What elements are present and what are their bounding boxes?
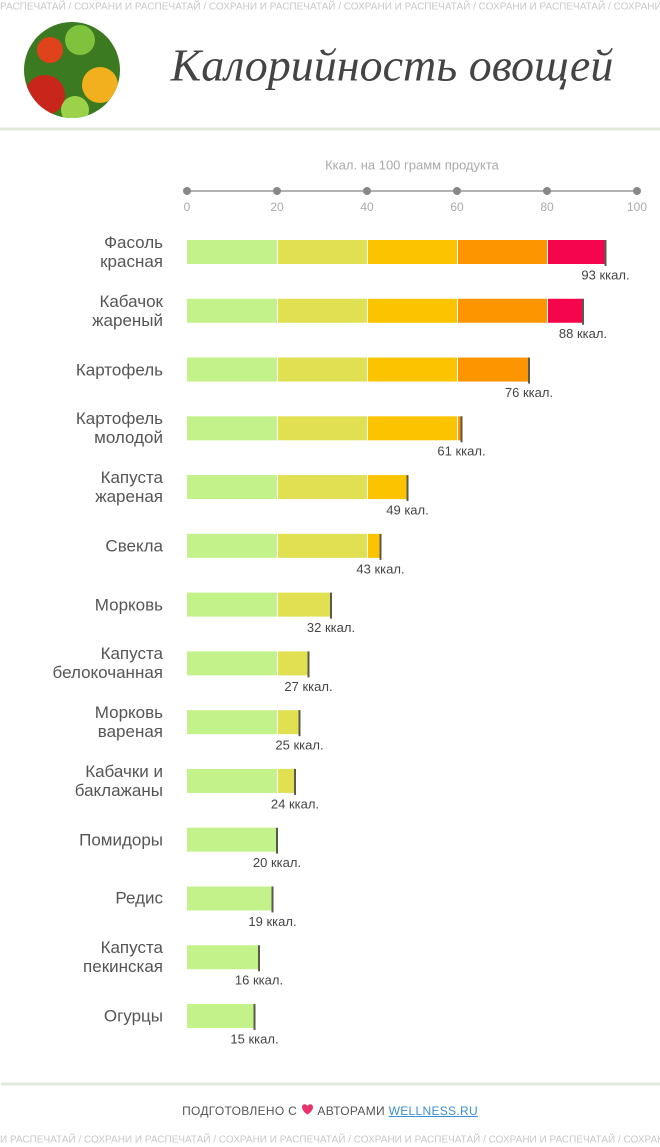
value-label: 43 ккал. bbox=[356, 561, 404, 576]
bar-segment bbox=[187, 240, 277, 264]
x-tick-label: 40 bbox=[360, 200, 374, 214]
bar-segment bbox=[278, 533, 367, 558]
category-label: Морковь bbox=[94, 595, 163, 615]
top-watermark: РАСПЕЧАТАЙ / СОХРАНИ И РАСПЕЧАТАЙ / СОХР… bbox=[0, 0, 660, 13]
bar-segment bbox=[187, 710, 277, 735]
tick-dot bbox=[543, 187, 551, 195]
bar-segment bbox=[548, 240, 606, 264]
bar-segment bbox=[278, 298, 367, 323]
bar-segment bbox=[187, 945, 259, 970]
bottom-watermark: И РАСПЕЧАТАЙ / СОХРАНИ И РАСПЕЧАТАЙ / СО… bbox=[0, 1133, 660, 1146]
bar-segment bbox=[368, 240, 457, 264]
value-label: 16 ккал. bbox=[235, 973, 283, 988]
category-label: Фасоль красная bbox=[100, 233, 163, 271]
value-label: 93 ккал. bbox=[581, 267, 629, 282]
footer: ПОДГОТОВЛЕНО С АВТОРАМИ WELLNESS.RU bbox=[0, 1104, 660, 1118]
value-label: 25 ккал. bbox=[275, 738, 323, 753]
bar-segment bbox=[368, 416, 457, 441]
bar-segment bbox=[458, 416, 462, 441]
value-label: 15 ккал. bbox=[230, 1031, 278, 1046]
bar-segment bbox=[278, 475, 367, 500]
category-label: Морковь вареная bbox=[94, 703, 163, 742]
bar-segment bbox=[368, 533, 381, 558]
tick-dot bbox=[453, 187, 461, 195]
value-label: 20 ккал. bbox=[253, 855, 301, 870]
value-label: 88 ккал. bbox=[559, 326, 607, 341]
bar-segment bbox=[278, 240, 367, 264]
category-label: Помидоры bbox=[79, 830, 163, 850]
x-tick-label: 20 bbox=[270, 200, 284, 214]
tick-dot bbox=[633, 187, 641, 195]
category-label: Редис bbox=[115, 888, 163, 908]
x-tick-label: 0 bbox=[184, 200, 191, 214]
bar-segment bbox=[548, 298, 583, 323]
value-label: 32 ккал. bbox=[307, 620, 355, 635]
value-label: 19 ккал. bbox=[248, 914, 296, 929]
value-label: 61 ккал. bbox=[437, 444, 485, 459]
bar-segment bbox=[278, 592, 331, 617]
bar-segment bbox=[187, 298, 277, 323]
category-label: Картофель молодой bbox=[75, 409, 163, 448]
vegetables-photo bbox=[24, 22, 120, 118]
category-label: Капуста белокочанная bbox=[52, 644, 163, 683]
title: Калорийность овощей bbox=[170, 40, 614, 91]
bar-segment bbox=[187, 533, 277, 558]
bar-segment bbox=[458, 298, 547, 323]
heart-icon bbox=[301, 1104, 313, 1115]
bar-segment bbox=[187, 416, 277, 441]
bar-segment bbox=[368, 357, 457, 382]
value-label: 24 ккал. bbox=[271, 796, 319, 811]
bar-segment bbox=[458, 357, 529, 382]
value-label: 49 кал. bbox=[386, 503, 428, 518]
bar-segment bbox=[187, 1004, 255, 1029]
bar-segment bbox=[187, 475, 277, 500]
category-label: Кабачок жареный bbox=[92, 291, 163, 330]
value-label: 76 ккал. bbox=[505, 385, 553, 400]
category-label: Кабачки и баклажаны bbox=[74, 761, 163, 800]
bar-segment bbox=[278, 357, 367, 382]
footer-suffix: АВТОРАМИ bbox=[317, 1104, 385, 1118]
category-label: Огурцы bbox=[103, 1006, 163, 1026]
bar-segment bbox=[278, 710, 300, 735]
axis-title: Ккал. на 100 грамм продукта bbox=[325, 157, 500, 172]
footer-link[interactable]: WELLNESS.RU bbox=[388, 1104, 478, 1118]
bar-segment bbox=[187, 768, 277, 793]
value-label: 27 ккал. bbox=[284, 679, 332, 694]
category-label: Капуста жареная bbox=[95, 468, 163, 507]
bar-segment bbox=[458, 240, 547, 264]
tick-dot bbox=[273, 187, 281, 195]
bar-segment bbox=[278, 768, 295, 793]
category-label: Картофель bbox=[75, 360, 163, 380]
bar-segment bbox=[368, 298, 457, 323]
bar-segment bbox=[187, 651, 277, 676]
bar-segment bbox=[368, 475, 408, 500]
category-label: Капуста пекинская bbox=[83, 938, 163, 977]
tick-dot bbox=[363, 187, 371, 195]
x-tick-label: 100 bbox=[627, 200, 647, 214]
tick-dot bbox=[183, 187, 191, 195]
bar-segment bbox=[187, 827, 277, 852]
bar-segment bbox=[278, 416, 367, 441]
bar-segment bbox=[187, 886, 273, 911]
x-tick-label: 80 bbox=[540, 200, 554, 214]
bar-segment bbox=[278, 651, 309, 676]
x-tick-label: 60 bbox=[450, 200, 464, 214]
bar-segment bbox=[187, 357, 277, 382]
footer-prefix: ПОДГОТОВЛЕНО С bbox=[182, 1104, 298, 1118]
bar-segment bbox=[187, 592, 277, 617]
category-label: Свекла bbox=[105, 536, 163, 556]
